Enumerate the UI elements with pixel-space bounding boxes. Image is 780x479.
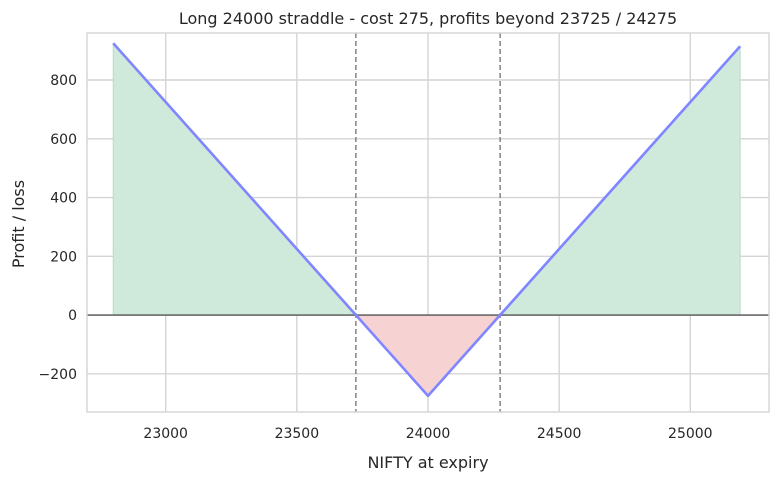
y-tick-label: −200: [39, 367, 77, 383]
y-tick-label: 800: [50, 73, 77, 89]
y-tick-label: 600: [50, 132, 77, 148]
x-tick-label: 25000: [668, 426, 713, 442]
plot-area: 23000 23500 24000 24500 25000 −200 0 200 400 600 8…: [39, 32, 770, 442]
x-tick-label: 23000: [143, 426, 188, 442]
x-tick-label: 23500: [275, 426, 320, 442]
payoff-line: [112, 42, 742, 398]
x-axis-title: NIFTY at expiry: [367, 453, 488, 472]
chart-title: Long 24000 straddle - cost 275, profits …: [179, 9, 677, 28]
x-tick-label: 24500: [537, 426, 582, 442]
y-tick-label: 200: [50, 249, 77, 265]
axes-frame: [86, 32, 770, 413]
y-axis-title: Profit / loss: [9, 180, 28, 268]
y-tick-label: 0: [68, 308, 77, 324]
loss-fill: [355, 315, 501, 396]
y-tick-label: 400: [50, 191, 77, 207]
x-tick-label: 24000: [406, 426, 451, 442]
